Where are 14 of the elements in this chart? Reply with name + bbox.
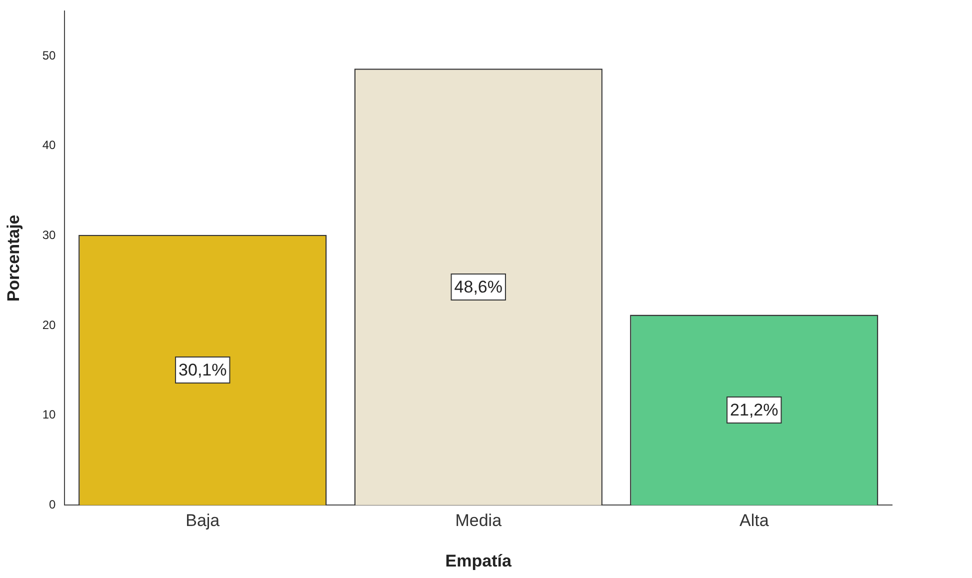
- y-axis-title: Porcentaje: [4, 214, 23, 302]
- x-tick-label: Baja: [186, 511, 220, 530]
- data-label: 30,1%: [178, 360, 227, 380]
- data-label: 21,2%: [730, 400, 778, 420]
- y-tick-label: 40: [42, 138, 56, 152]
- x-tick-label: Alta: [739, 511, 770, 530]
- x-tick-label: Media: [455, 511, 502, 530]
- y-tick-label: 30: [42, 228, 56, 242]
- y-tick-label: 20: [42, 318, 56, 332]
- y-tick-label: 50: [42, 48, 56, 62]
- y-tick-label: 0: [49, 498, 56, 512]
- x-axis-title: Empatía: [445, 551, 512, 570]
- data-label: 48,6%: [454, 278, 502, 297]
- y-tick-label: 10: [42, 408, 56, 422]
